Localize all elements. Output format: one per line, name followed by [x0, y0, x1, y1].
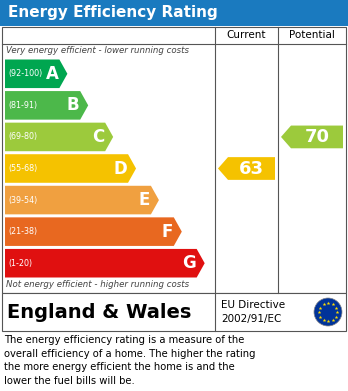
Circle shape: [314, 298, 342, 326]
Text: (1-20): (1-20): [8, 259, 32, 268]
Polygon shape: [5, 217, 182, 246]
Bar: [0, 0, 348, 26]
Text: D: D: [113, 160, 127, 178]
Text: G: G: [182, 254, 196, 272]
Text: England & Wales: England & Wales: [7, 303, 191, 321]
Text: B: B: [66, 96, 79, 114]
Polygon shape: [5, 59, 68, 88]
Polygon shape: [5, 186, 159, 214]
Bar: [2, 293, 346, 331]
Polygon shape: [5, 91, 88, 120]
Text: (21-38): (21-38): [8, 227, 37, 236]
Text: 70: 70: [304, 128, 330, 146]
Text: Not energy efficient - higher running costs: Not energy efficient - higher running co…: [6, 280, 189, 289]
Text: Current: Current: [227, 30, 266, 41]
Text: Very energy efficient - lower running costs: Very energy efficient - lower running co…: [6, 46, 189, 55]
Text: The energy efficiency rating is a measure of the
overall efficiency of a home. T: The energy efficiency rating is a measur…: [4, 335, 255, 386]
Polygon shape: [281, 126, 343, 148]
Text: (39-54): (39-54): [8, 196, 37, 204]
Text: A: A: [46, 65, 58, 83]
Text: F: F: [161, 222, 173, 240]
Text: Energy Efficiency Rating: Energy Efficiency Rating: [8, 5, 218, 20]
Text: C: C: [92, 128, 104, 146]
Polygon shape: [5, 249, 205, 278]
Polygon shape: [218, 157, 275, 180]
Polygon shape: [5, 154, 136, 183]
Text: EU Directive
2002/91/EC: EU Directive 2002/91/EC: [221, 300, 285, 324]
Text: (92-100): (92-100): [8, 69, 42, 78]
Text: 63: 63: [239, 160, 264, 178]
Bar: [2, 27, 346, 293]
Text: E: E: [139, 191, 150, 209]
Text: (81-91): (81-91): [8, 101, 37, 110]
Polygon shape: [5, 123, 113, 151]
Text: (69-80): (69-80): [8, 133, 37, 142]
Text: Potential: Potential: [289, 30, 335, 41]
Text: (55-68): (55-68): [8, 164, 37, 173]
